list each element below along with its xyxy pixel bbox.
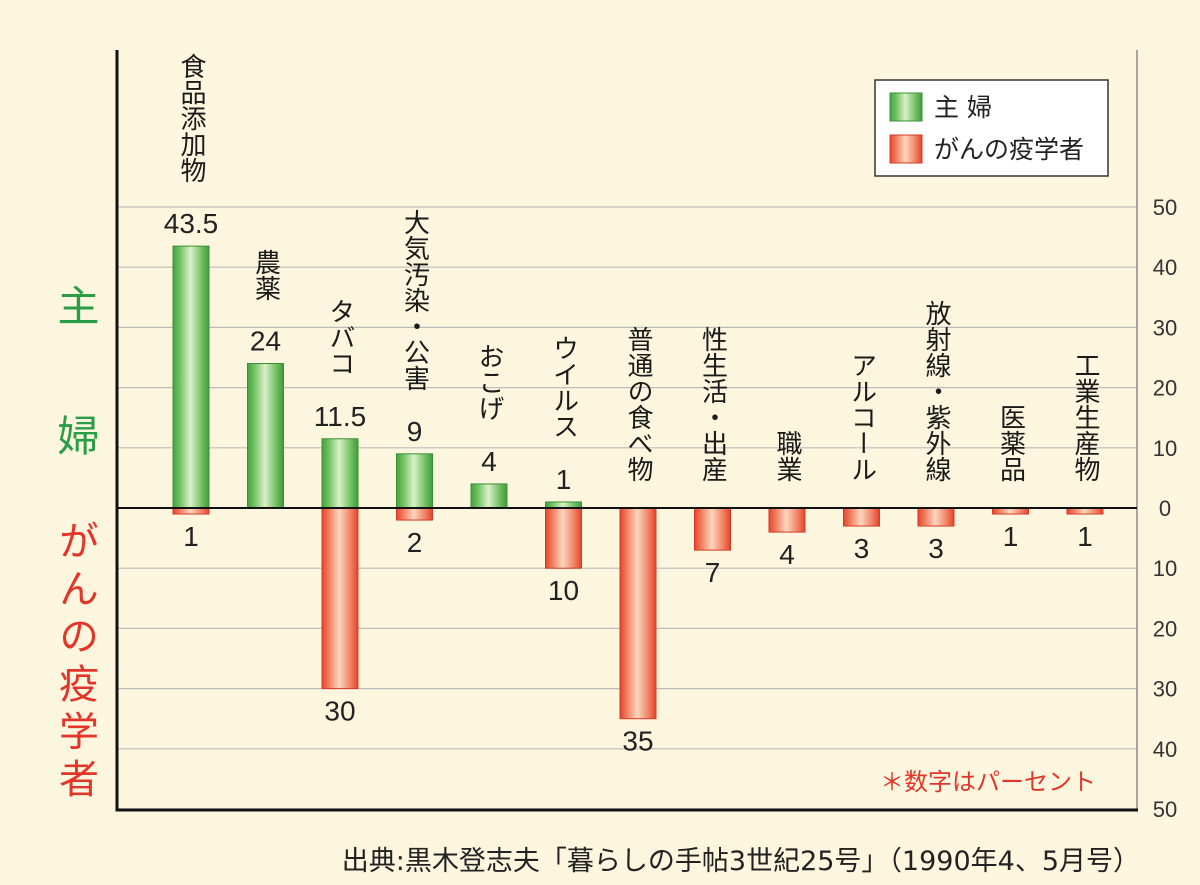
epidemiologist-value-label: 1 — [183, 521, 199, 552]
y-tick-label: 30 — [1153, 315, 1177, 340]
epidemiologist-value-label: 35 — [622, 726, 653, 757]
epidemiologist-value-label: 1 — [1077, 521, 1093, 552]
source-citation: 出典:黒木登志夫「暮らしの手帖3世紀25号」（1990年4、5月号） — [342, 846, 1140, 877]
percent-note: ＊数字はパーセント — [880, 768, 1096, 796]
y-tick-labels: 0 10 20 30 40 50 10 20 30 40 50 — [1153, 195, 1177, 822]
y-tick-label: 40 — [1153, 255, 1177, 280]
epidemiologist-bar — [768, 507, 806, 533]
legend-swatch-housewife — [889, 92, 923, 122]
y-tick-label: 30 — [1153, 677, 1177, 702]
y-tick-label: 40 — [1153, 737, 1177, 762]
y-tick-label: 20 — [1153, 376, 1177, 401]
housewife-bar — [470, 483, 508, 509]
housewife-value-label: 1 — [556, 464, 572, 495]
epidemiologist-bar — [619, 507, 657, 720]
y-tick-label: 50 — [1153, 797, 1177, 822]
housewife-bar — [321, 438, 359, 509]
epidemiologist-bar — [694, 507, 731, 551]
y-tick-label: 10 — [1153, 556, 1177, 581]
epidemiologist-value-label: 7 — [705, 557, 721, 588]
legend: 主 婦 がんの疫学者 — [874, 79, 1109, 177]
y-tick-label: 10 — [1153, 436, 1177, 461]
y-axis-label-housewife: 主婦 — [51, 284, 100, 544]
y-tick-label: 0 — [1159, 496, 1171, 521]
epidemiologist-value-label: 2 — [407, 527, 423, 558]
housewife-bar — [172, 245, 210, 509]
housewife-value-label: 9 — [407, 416, 423, 447]
housewife-bar — [247, 363, 284, 509]
epidemiologist-value-label: 3 — [928, 533, 944, 564]
epidemiologist-value-label: 1 — [1003, 521, 1019, 552]
epidemiologist-bar — [321, 507, 359, 690]
epidemiologist-value-label: 3 — [854, 533, 870, 564]
epidemiologist-value-label: 4 — [779, 539, 795, 570]
epidemiologist-bar — [917, 507, 955, 527]
epidemiologist-bar — [545, 507, 582, 569]
legend-swatch-epidemiologist — [889, 134, 923, 164]
housewife-bar — [396, 453, 433, 509]
epidemiologist-bar — [843, 507, 880, 527]
y-tick-label: 20 — [1153, 616, 1177, 641]
y-axis-label-epidemiologist: がんの疫学者 — [52, 520, 98, 806]
bars — [172, 245, 1104, 720]
legend-label-housewife: 主 婦 — [934, 93, 992, 122]
legend-label-epidemiologist: がんの疫学者 — [934, 135, 1084, 164]
y-tick-label: 50 — [1153, 195, 1177, 220]
epidemiologist-value-label: 10 — [548, 575, 579, 606]
housewife-value-label: 43.5 — [164, 208, 219, 239]
housewife-value-label: 24 — [250, 326, 281, 357]
epidemiologist-value-label: 30 — [324, 696, 355, 727]
housewife-value-label: 4 — [481, 446, 497, 477]
epidemiologist-bar — [396, 507, 433, 521]
housewife-value-label: 11.5 — [314, 401, 366, 432]
